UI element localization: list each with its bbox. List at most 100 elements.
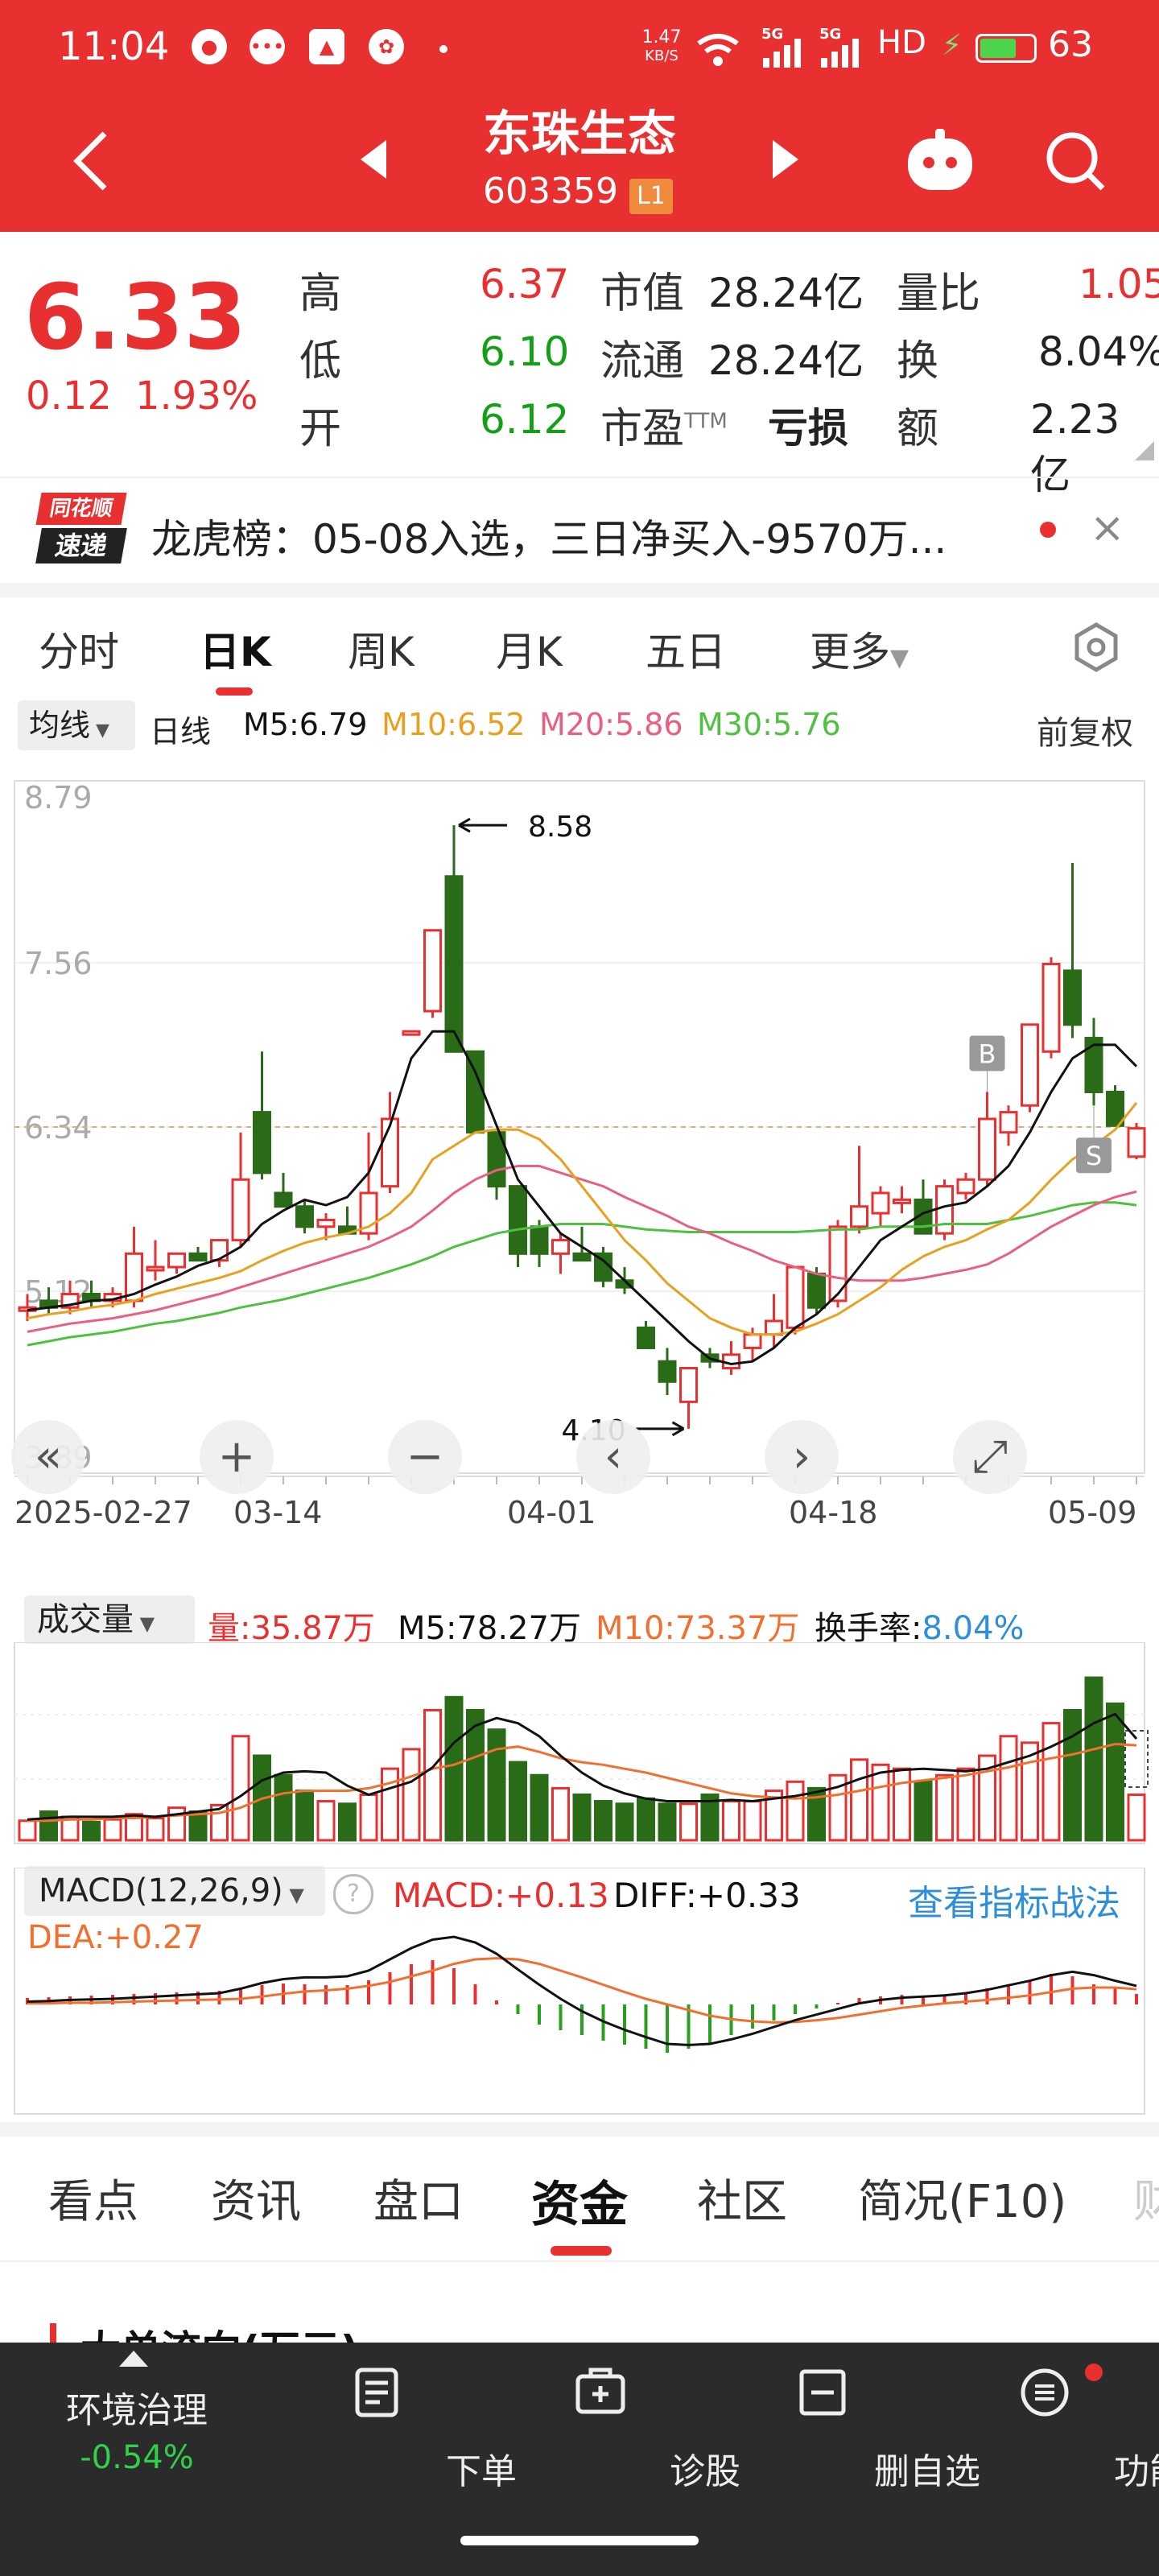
tab-weekly-k[interactable]: 周K <box>348 629 415 675</box>
tab-news[interactable]: 资讯 <box>211 2176 301 2228</box>
volume-bar <box>722 1800 740 1842</box>
chart-settings-icon[interactable] <box>1070 621 1122 673</box>
help-icon[interactable]: ? <box>333 1874 373 1914</box>
macd-selector[interactable]: MACD(12,26,9) ▼ <box>24 1866 325 1916</box>
volratio-label: 量比 <box>897 270 981 318</box>
volratio-value: 1.05 <box>1079 261 1159 308</box>
volume-chart[interactable] <box>0 1642 1159 1852</box>
volume-bar <box>231 1735 250 1842</box>
header-bar: 11:04 ● ••• ▲ ✿ 1.47 KB/S 5G 5G HD ⚡ 63 … <box>0 0 1159 232</box>
volume-bar <box>188 1810 208 1842</box>
close-icon[interactable]: × <box>1090 504 1125 552</box>
dea-value: DEA:+0.27 <box>27 1919 204 1956</box>
tab-finance[interactable]: 财 <box>1133 2176 1159 2228</box>
candle-body <box>828 1225 848 1302</box>
candle-body <box>530 1225 549 1255</box>
x-tick-label: 04-18 <box>789 1495 877 1530</box>
candle-body <box>1063 969 1082 1026</box>
volume-bar <box>359 1793 378 1842</box>
turnover-rate-label: 换手率: <box>815 1610 922 1647</box>
volume-bar <box>700 1793 720 1842</box>
candle-body <box>1041 963 1061 1053</box>
diff-line <box>27 1935 1137 2046</box>
menu-icon <box>1021 2368 1069 2417</box>
open-label: 开 <box>299 405 342 453</box>
tab-five-day[interactable]: 五日 <box>645 629 726 675</box>
scroll-right-icon[interactable] <box>765 1420 839 1494</box>
volume-bar <box>871 1763 890 1842</box>
prev-stock-icon[interactable] <box>357 138 390 180</box>
buy-marker-label: B <box>979 1038 996 1069</box>
tab-f10[interactable]: 简况(F10) <box>858 2176 1067 2228</box>
candle-body <box>1084 1037 1103 1093</box>
zoom-in-icon[interactable] <box>200 1420 274 1494</box>
nav-order-label: 下单 <box>446 2451 517 2492</box>
candle-body <box>551 1239 570 1255</box>
index-name[interactable]: 环境治理 <box>66 2390 208 2431</box>
scroll-left-icon[interactable] <box>576 1420 650 1494</box>
zoom-out-all-icon[interactable] <box>11 1420 85 1494</box>
divider <box>0 2260 1159 2262</box>
low-arrow <box>635 1421 685 1437</box>
robot-assistant-icon[interactable] <box>903 127 977 195</box>
macd-chart[interactable] <box>0 1868 1159 2117</box>
volume-bar <box>1021 1741 1039 1842</box>
macd-value: MACD:+0.13 <box>393 1876 609 1915</box>
dropdown-arrow-icon: ▼ <box>90 720 109 741</box>
tab-timeshare[interactable]: 分时 <box>39 629 119 675</box>
tab-more[interactable]: 更多▼ <box>810 620 909 678</box>
tab-orderbook[interactable]: 盘口 <box>373 2176 464 2228</box>
dropdown-arrow-icon: ▼ <box>134 1612 155 1635</box>
ma-selector[interactable]: 均线 ▼ <box>18 700 135 750</box>
zoom-out-icon[interactable] <box>388 1420 462 1494</box>
indicator-strategy-link[interactable]: 查看指标战法 <box>908 1883 1120 1924</box>
next-stock-icon[interactable] <box>769 138 802 180</box>
high-value: 6.37 <box>480 261 570 308</box>
high-annotation: 8.58 <box>528 811 592 844</box>
tab-highlights[interactable]: 看点 <box>48 2176 138 2228</box>
tab-capital[interactable]: 资金 <box>531 2177 628 2233</box>
ma20-line <box>27 1165 1137 1333</box>
volume-bar <box>444 1695 464 1842</box>
scroll-left-icon-glyph: ‹ <box>604 1430 622 1483</box>
dropdown-arrow-icon: ▼ <box>890 644 909 672</box>
candle-body <box>935 1185 954 1235</box>
collapse-arrow-icon[interactable] <box>119 2349 148 2367</box>
adjust-label[interactable]: 前复权 <box>1037 715 1133 752</box>
diagnose-icon <box>575 2368 625 2414</box>
candle-body <box>743 1333 762 1349</box>
tab-monthly-k[interactable]: 月K <box>496 629 563 675</box>
fullscreen-icon[interactable] <box>953 1420 1027 1494</box>
signal-icon-1 <box>763 39 801 68</box>
volume-bar <box>274 1773 293 1842</box>
net-speed: 1.47 KB/S <box>639 29 684 65</box>
tab-daily-k[interactable]: 日K <box>200 629 271 675</box>
candle-body <box>956 1178 975 1195</box>
candlestick-chart[interactable]: 8.797.566.345.123.898.584.10BS2025-02-27… <box>0 757 1159 1530</box>
volume-bar <box>381 1767 399 1842</box>
candle-body <box>210 1239 229 1262</box>
news-logo-top: 同花顺 <box>35 493 127 525</box>
volume-bar <box>82 1820 101 1842</box>
search-icon[interactable] <box>1043 129 1107 193</box>
volume-bar <box>1127 1793 1146 1842</box>
level-badge: L1 <box>629 179 673 214</box>
scroll-right-icon-glyph: › <box>793 1430 810 1483</box>
candle-body <box>167 1252 186 1269</box>
expand-corner-icon[interactable] <box>1135 441 1154 460</box>
volume-bar <box>743 1800 762 1842</box>
volume-bar <box>999 1735 1018 1842</box>
net-type-2: 5G <box>819 26 842 43</box>
x-tick-label: 03-14 <box>233 1495 322 1530</box>
app-notification-icon: ▲ <box>309 29 344 64</box>
candle-body <box>146 1265 165 1272</box>
ma5-label: M5:6.79 <box>243 707 368 742</box>
volume-bar <box>316 1800 336 1842</box>
news-text[interactable]: 龙虎榜：05-08入选，三日净买入-9570万... <box>151 516 947 563</box>
volume-selector[interactable]: 成交量 ▼ <box>24 1596 195 1644</box>
net-speed-value: 1.47 <box>641 27 682 47</box>
back-icon[interactable] <box>68 129 116 193</box>
home-indicator[interactable] <box>460 2536 699 2545</box>
tab-community[interactable]: 社区 <box>697 2176 787 2228</box>
volume-bar <box>1041 1722 1061 1842</box>
